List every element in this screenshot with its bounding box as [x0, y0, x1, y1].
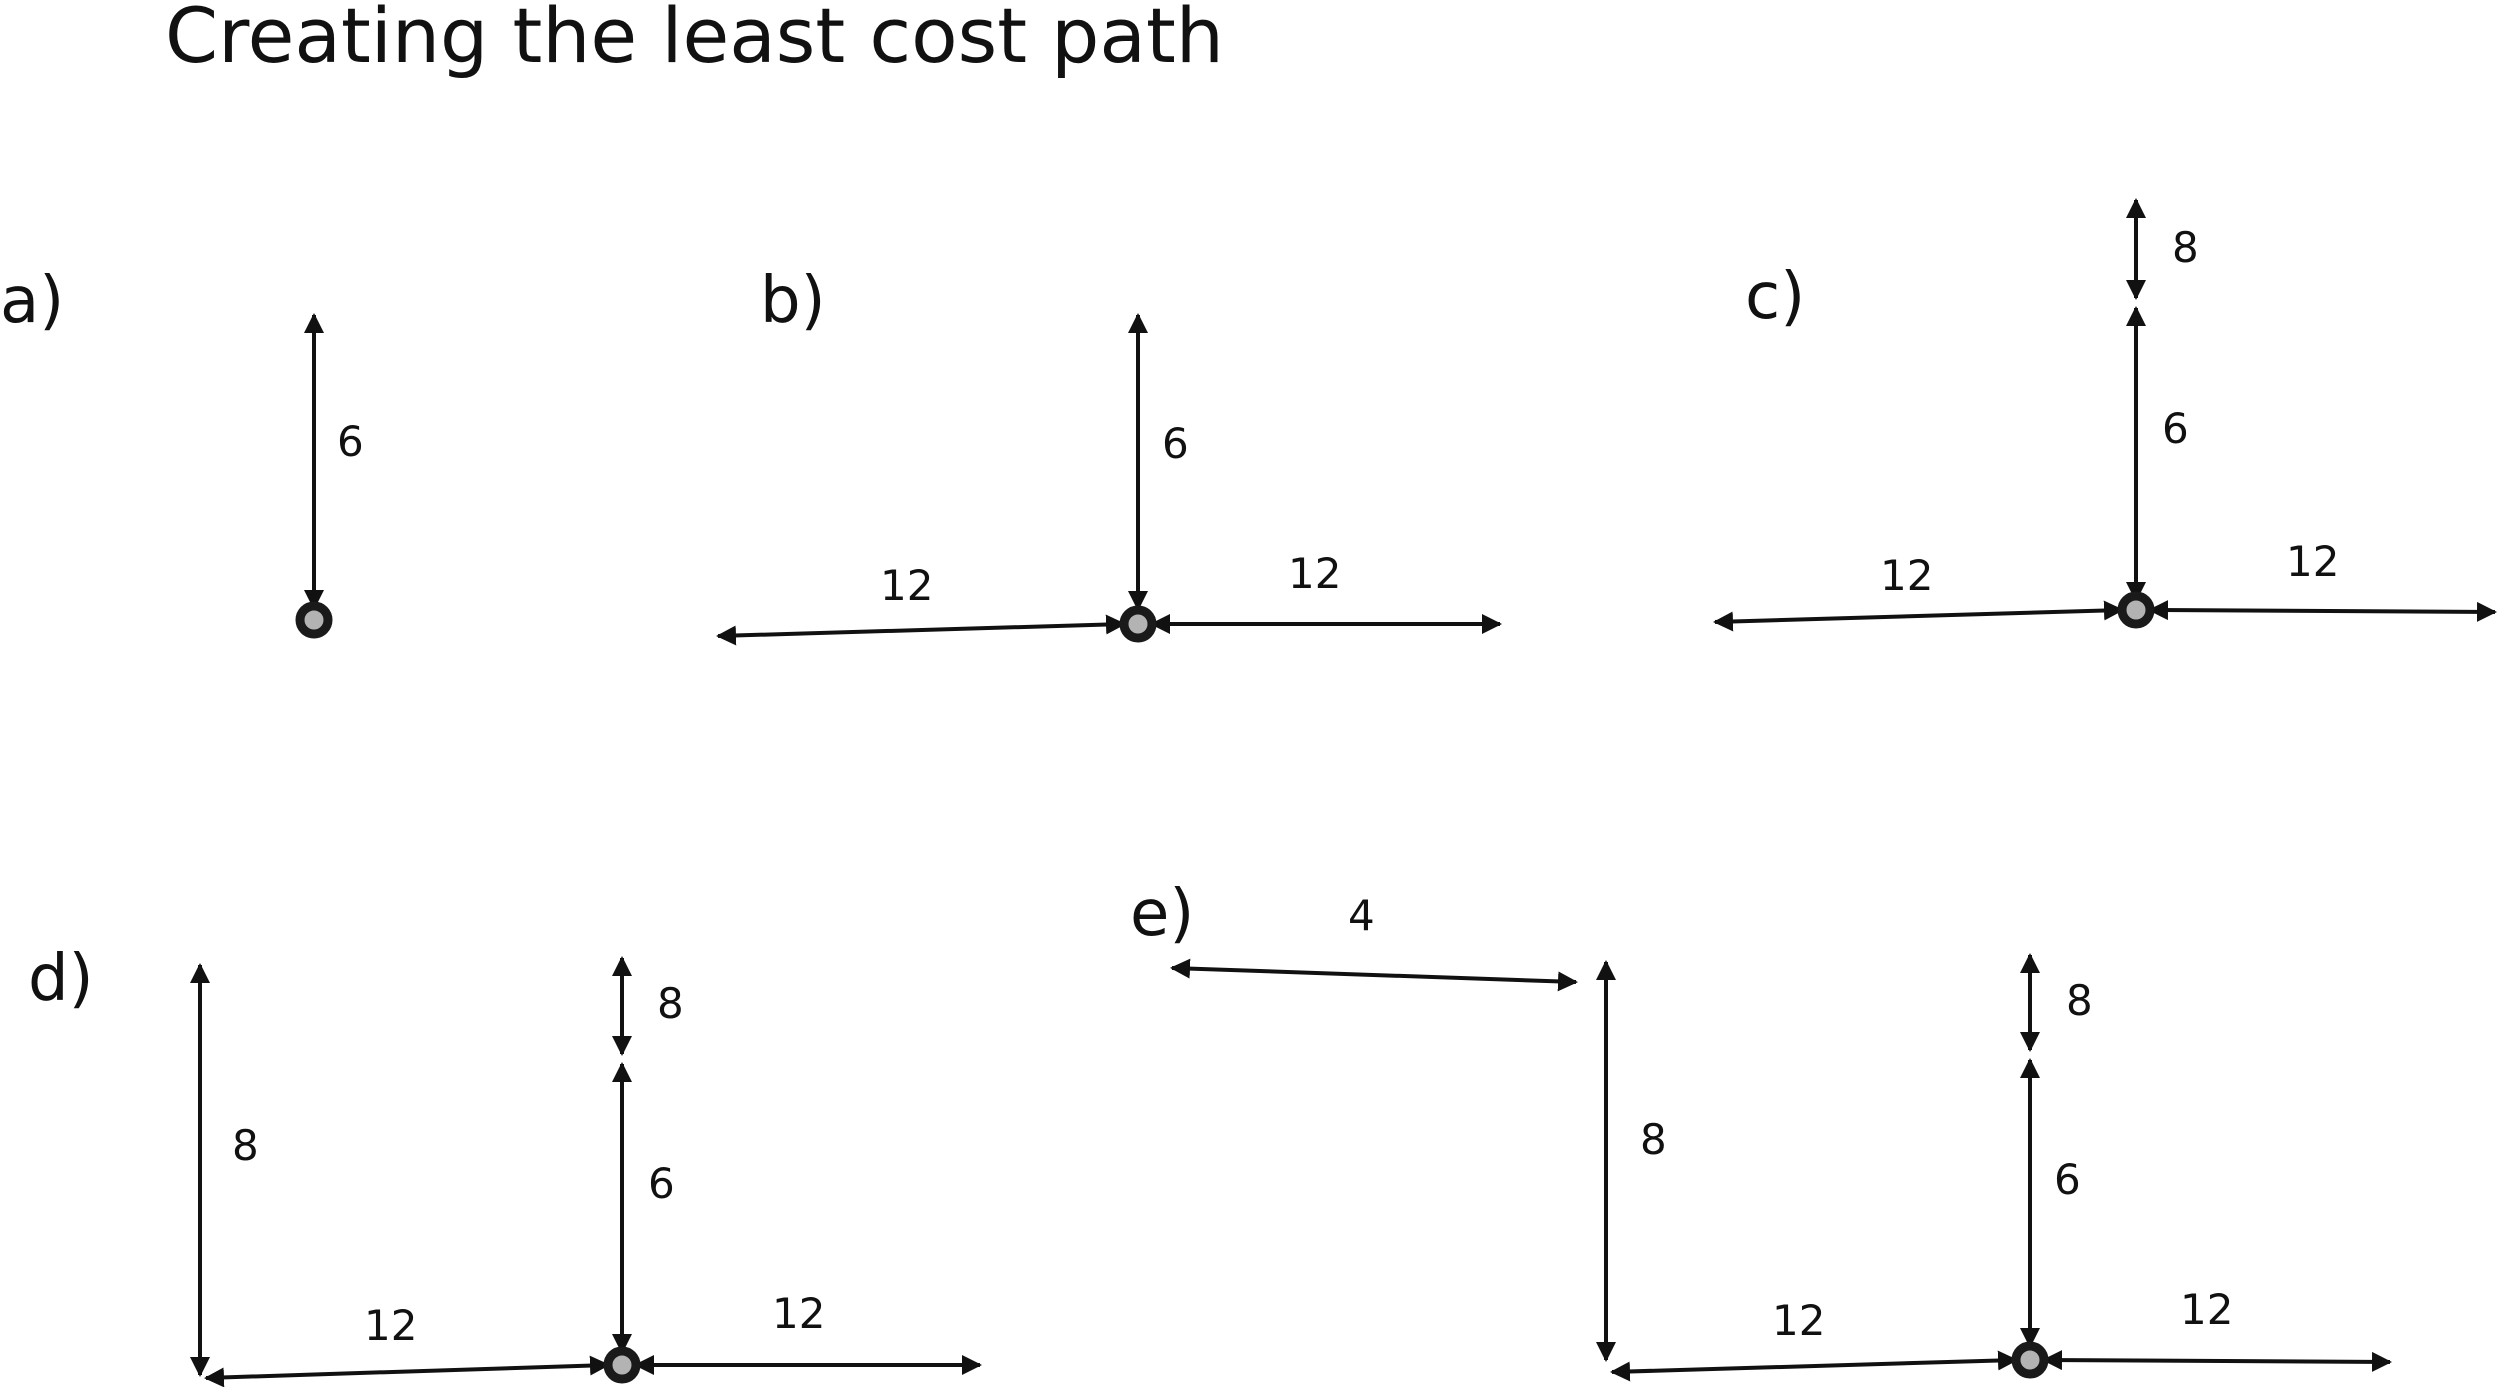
panel-label-c: c) [1745, 260, 1805, 334]
edge-e-west [1610, 1350, 2018, 1382]
panel-label-d: d) [28, 942, 94, 1016]
cost-label-e-east: 12 [2180, 1285, 2233, 1334]
cost-label-d-east: 12 [772, 1289, 825, 1338]
edge-b-west [716, 614, 1126, 646]
cost-label-e-north: 6 [2054, 1155, 2081, 1204]
cost-label-a-north: 6 [337, 417, 364, 466]
cost-label-e-west: 12 [1772, 1296, 1825, 1345]
cost-label-e-north-2: 8 [2066, 976, 2093, 1025]
cost-label-b-north: 6 [1162, 419, 1189, 468]
cost-label-c-north-2: 8 [2172, 223, 2199, 272]
cost-label-e-top: 4 [1348, 891, 1375, 940]
edge-c-east [2148, 600, 2497, 622]
panel-label-b: b) [760, 264, 826, 338]
panel-e: e) 4 8 8 6 12 12 [1130, 877, 2392, 1382]
edge-e-east [2042, 1350, 2392, 1372]
cost-label-c-east: 12 [2286, 537, 2339, 586]
cost-label-e-far-north: 8 [1640, 1115, 1667, 1164]
cost-label-b-east: 12 [1288, 549, 1341, 598]
start-node-b [1119, 605, 1157, 643]
panel-c: c) 8 6 12 12 [1713, 198, 2497, 632]
cost-label-d-north: 6 [648, 1159, 675, 1208]
panel-a: a) 6 [0, 264, 364, 639]
start-node-e [2011, 1341, 2049, 1379]
edge-c-west [1713, 600, 2124, 632]
diagram-title: Creating the least cost path [165, 0, 1224, 80]
edge-e-top [1170, 958, 1578, 992]
cost-label-c-north: 6 [2162, 404, 2189, 453]
panel-b: b) 6 12 12 [716, 264, 1502, 646]
cost-label-d-far-north: 8 [232, 1121, 259, 1170]
start-node-c [2117, 591, 2155, 629]
start-node-a [295, 601, 333, 639]
cost-label-c-west: 12 [1880, 551, 1933, 600]
start-node-d [603, 1346, 641, 1384]
cost-label-d-north-2: 8 [657, 979, 684, 1028]
cost-label-d-west: 12 [364, 1301, 417, 1350]
cost-label-b-west: 12 [880, 561, 933, 610]
edge-d-west [204, 1355, 610, 1387]
panel-d: d) 8 8 6 12 12 [28, 942, 982, 1387]
panel-label-a: a) [0, 264, 64, 338]
panel-label-e: e) [1130, 877, 1194, 951]
